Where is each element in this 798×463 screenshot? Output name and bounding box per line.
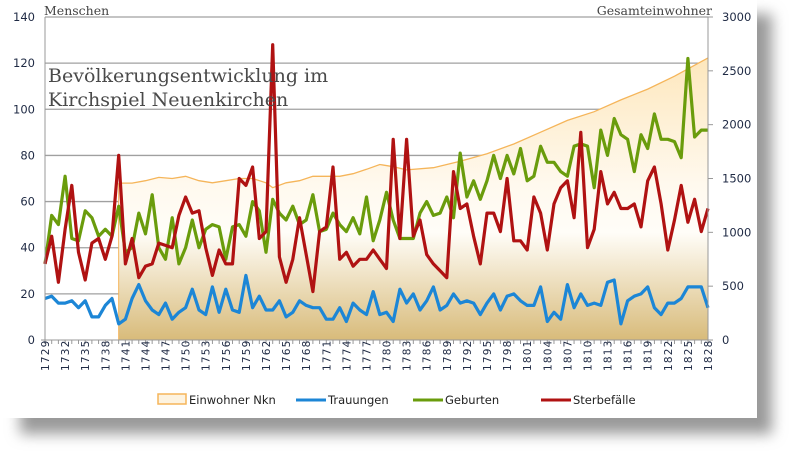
legend-item-trauungen: Trauungen	[296, 393, 389, 407]
x-tick-label: 1738	[100, 339, 112, 371]
x-tick-label: 1813	[603, 339, 615, 371]
legend-swatch	[157, 393, 187, 405]
right-tick-label: 2000	[722, 118, 751, 132]
x-tick-label: 1753	[201, 339, 213, 371]
x-tick-label: 1825	[683, 339, 695, 371]
right-tick-label: 1000	[722, 225, 751, 239]
x-tick-label: 1759	[241, 339, 253, 371]
x-tick-label: 1804	[542, 339, 554, 371]
left-tick-label: 20	[20, 287, 35, 301]
x-tick-label: 1810	[582, 339, 594, 371]
trauungen-line	[44, 273, 710, 326]
right-axis-label: Gesamteinwohner	[597, 3, 712, 18]
left-tick-label: 120	[13, 56, 35, 70]
legend-label: Sterbefälle	[573, 393, 636, 407]
legend-item-sterbefaelle: Sterbefälle	[541, 393, 636, 407]
axes: 0 20 40 60 80 100 120 140 0 500 1000 1500 2000 2500 30…	[13, 10, 751, 371]
x-tick-label: 1783	[402, 339, 414, 371]
x-tick-label: 1771	[321, 339, 333, 371]
x-tick-label: 1792	[462, 339, 474, 371]
right-tick-label: 1500	[722, 172, 751, 186]
x-tick-label: 1789	[442, 339, 454, 371]
left-tick-label: 140	[13, 10, 35, 24]
x-tick-label: 1750	[181, 339, 193, 371]
legend-label: Trauungen	[327, 393, 389, 407]
x-tick-label: 1729	[40, 339, 52, 371]
x-tick-label: 1822	[663, 339, 675, 371]
x-tick-label: 1768	[301, 339, 313, 371]
x-tick-label: 1807	[562, 339, 574, 371]
x-tick-label: 1795	[482, 339, 494, 371]
x-tick-label: 1816	[623, 339, 635, 371]
geburten-line	[43, 56, 708, 266]
left-tick-label: 100	[13, 102, 35, 116]
x-tick-label: 1762	[261, 339, 273, 371]
x-tick-label: 1801	[522, 339, 534, 371]
x-tick-label: 1735	[80, 339, 92, 371]
sterbefaelle-line	[43, 43, 710, 294]
einwohner-area-fill	[118, 57, 708, 341]
x-tick-label: 1732	[60, 339, 72, 371]
left-tick-label: 40	[20, 241, 35, 255]
right-tick-label: 500	[722, 279, 744, 293]
series-lines	[43, 43, 710, 326]
legend-label: Einwohner Nkn	[189, 393, 276, 407]
x-tick-label: 1747	[161, 339, 173, 371]
chart-title-line-1: Bevölkerungsentwicklung im	[48, 65, 328, 87]
legend-item-geburten: Geburten	[413, 393, 499, 407]
right-tick-label: 2500	[722, 64, 751, 78]
left-tick-label: 0	[28, 333, 35, 347]
x-tick-label: 1744	[140, 339, 152, 371]
legend: Einwohner Nkn Trauungen Geburten Sterbefäll…	[157, 393, 636, 407]
legend-item-einwohner: Einwohner Nkn	[157, 393, 276, 407]
left-tick-label: 80	[20, 148, 35, 162]
x-tick-label: 1774	[341, 339, 353, 371]
x-tick-label: 1780	[382, 339, 394, 371]
x-tick-label: 1756	[221, 339, 233, 371]
x-tick-label: 1777	[361, 339, 373, 371]
right-tick-label: 3000	[722, 10, 751, 24]
x-tick-label: 1819	[643, 339, 655, 371]
left-axis-label: Menschen	[44, 3, 109, 18]
legend-label: Geburten	[445, 393, 499, 407]
right-tick-label: 0	[722, 333, 729, 347]
left-tick-label: 60	[20, 195, 35, 209]
x-tick-label: 1765	[281, 339, 293, 371]
chart-title-line-2: Kirchspiel Neuenkirchen	[48, 89, 288, 111]
x-tick-label: 1828	[703, 339, 715, 371]
x-tick-label: 1786	[422, 339, 434, 371]
x-tick-label: 1741	[120, 339, 132, 371]
x-tick-label: 1798	[502, 339, 514, 371]
